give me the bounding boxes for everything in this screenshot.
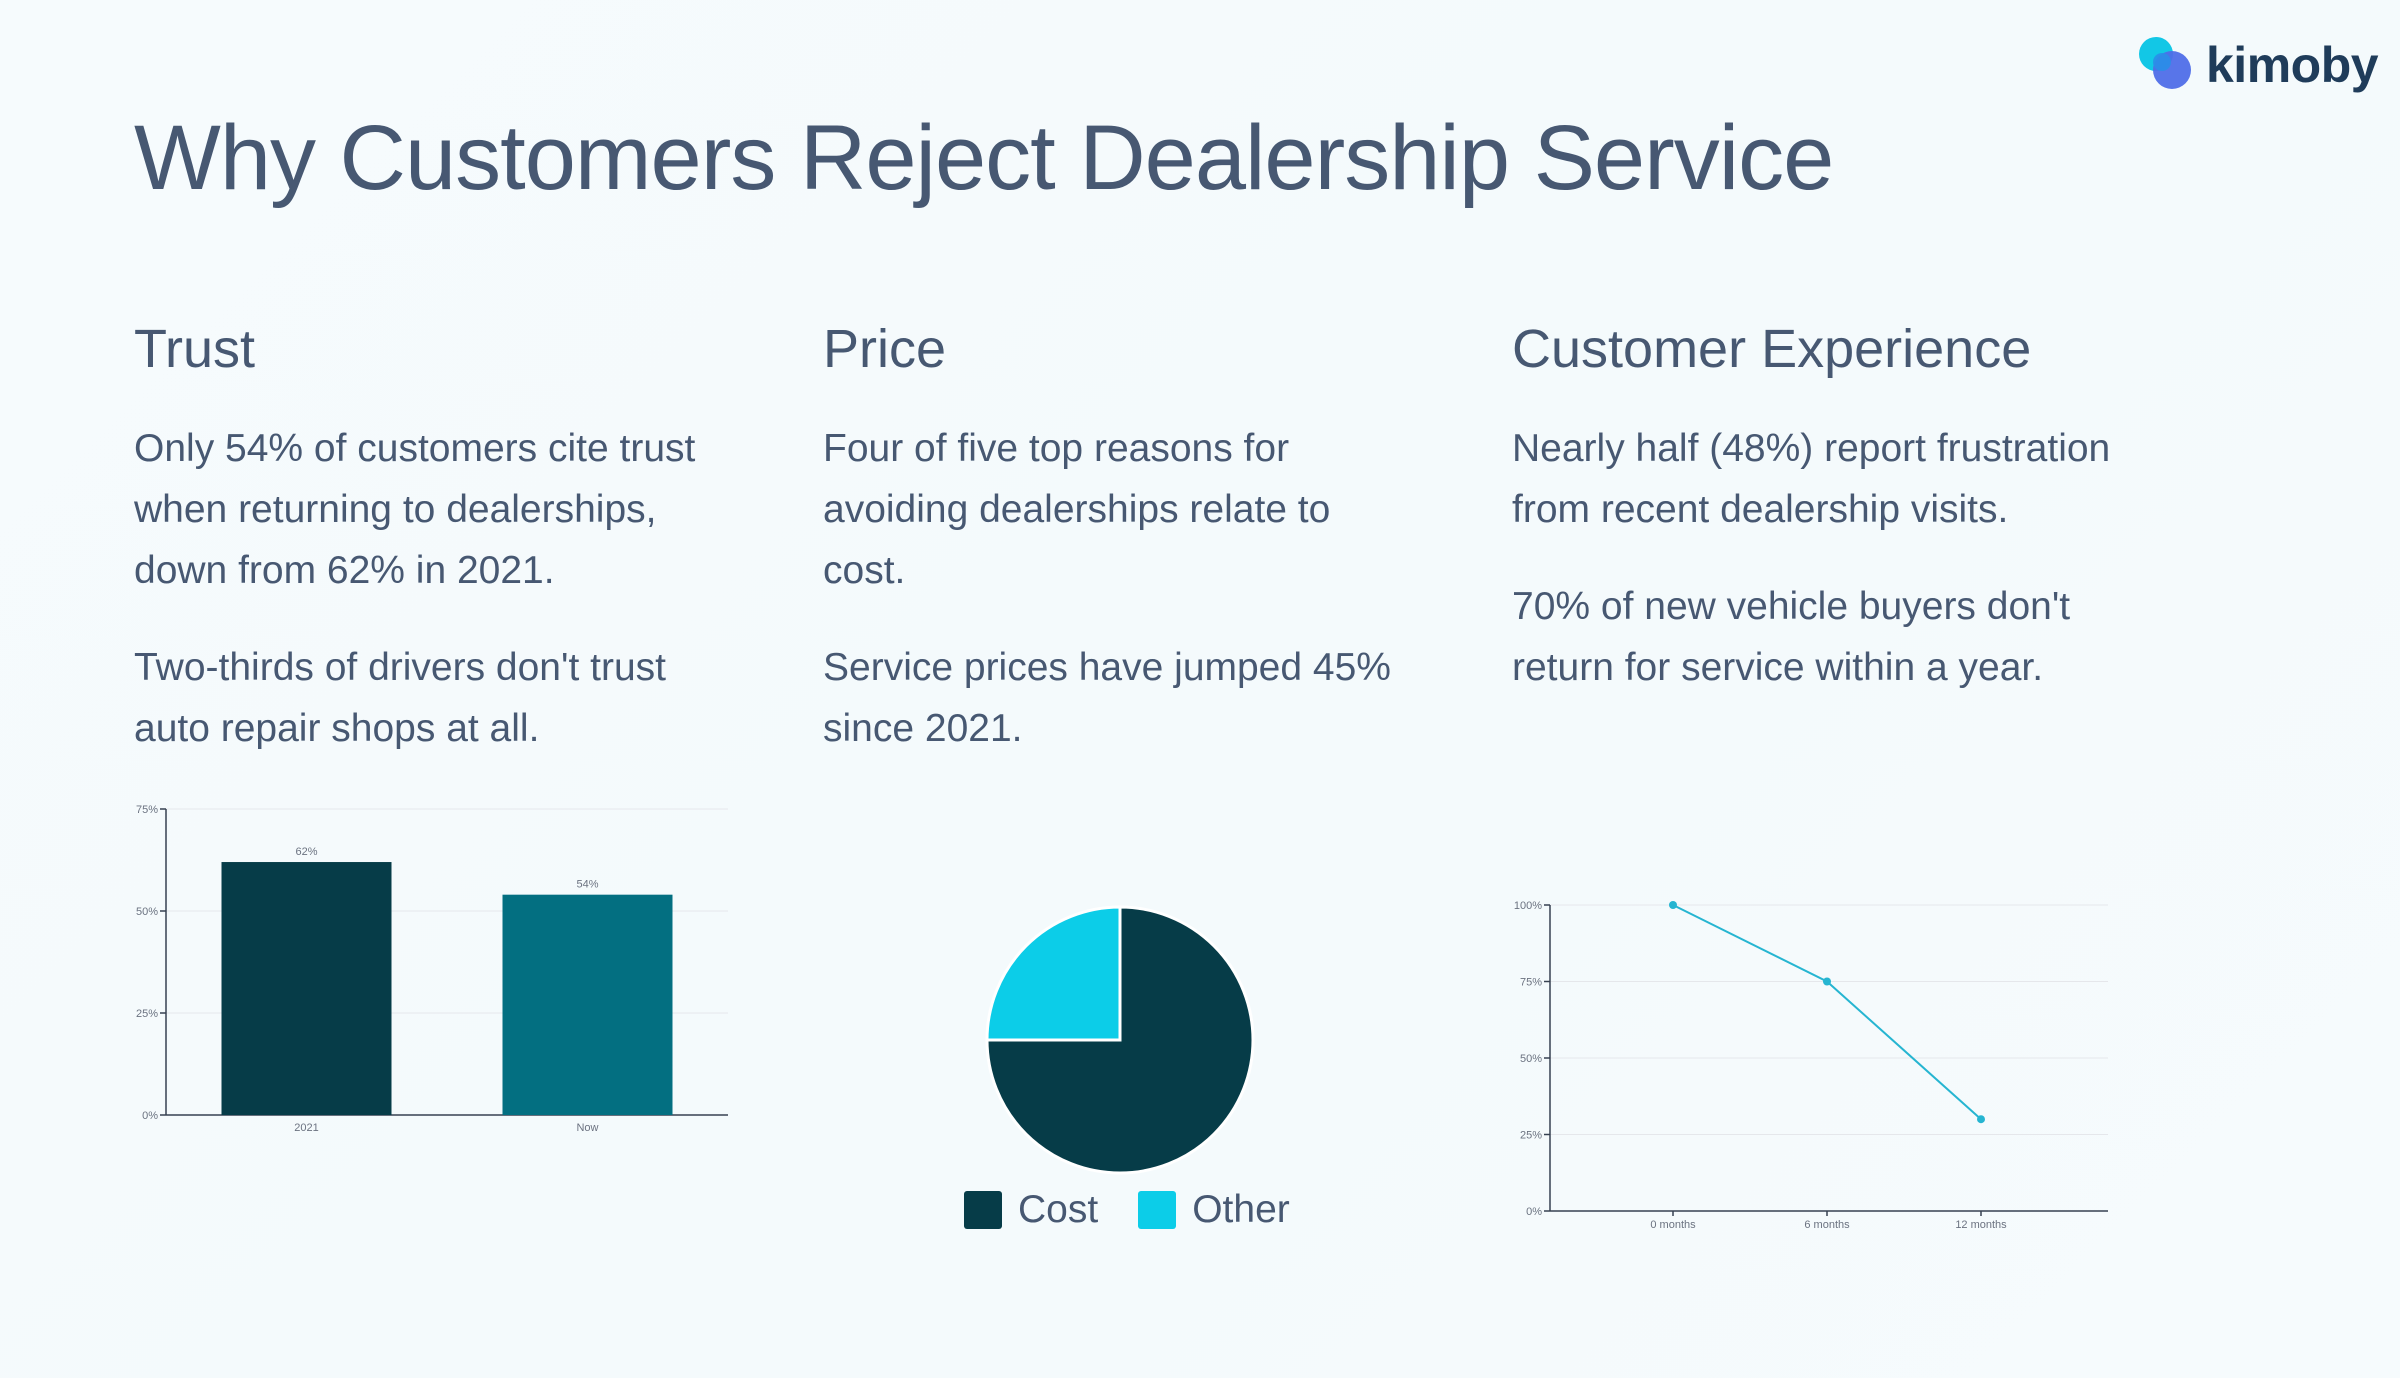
price-pie-chart — [980, 900, 1260, 1185]
line-point — [1669, 901, 1677, 909]
experience-line-chart: 0% 25% 50% 75% 100% 0 months 6 months 12 months — [1490, 885, 2130, 1240]
price-column: Price Four of five top reasons for avoid… — [823, 318, 1423, 795]
trust-bar-chart-svg: 0% 25% 50% 75% 62% 2021 54% Now — [136, 804, 728, 1134]
line-y-tick-label: 50% — [1520, 1053, 1542, 1065]
kimoby-logo-icon — [2139, 37, 2191, 89]
customer-experience-heading: Customer Experience — [1512, 319, 2032, 379]
bar-y-tick-label: 0% — [142, 1110, 158, 1122]
line-x-tick-label: 0 months — [1650, 1219, 1696, 1231]
price-heading: Price — [823, 319, 947, 379]
line-series — [1672, 904, 1982, 1120]
trust-paragraph-2: Two-thirds of drivers don't trust auto r… — [134, 646, 666, 750]
trust-column: Trust Only 54% of customers cite trust w… — [134, 318, 734, 795]
bar-now — [502, 894, 673, 1115]
legend-item-other: Other — [1138, 1188, 1290, 1232]
legend-label-cost: Cost — [1018, 1188, 1099, 1231]
line-y-tick-label: 75% — [1520, 977, 1542, 989]
bar-x-tick-label: 2021 — [294, 1122, 318, 1134]
customer-experience-paragraph-1: Nearly half (48%) report frustration fro… — [1512, 427, 2111, 531]
bar-y-tick-label: 75% — [136, 804, 158, 816]
bar-y-tick-label: 25% — [136, 1008, 158, 1020]
bar-value-label: 54% — [576, 879, 598, 891]
customer-experience-column: Customer Experience Nearly half (48%) re… — [1512, 318, 2112, 734]
customer-experience-paragraph-2: 70% of new vehicle buyers don't return f… — [1512, 585, 2071, 689]
page-title: Why Customers Reject Dealership Service — [134, 107, 1834, 209]
bar-2021 — [221, 862, 392, 1115]
line-x-tick-label: 6 months — [1804, 1219, 1850, 1231]
line-point — [1977, 1115, 1985, 1124]
line-x-tick-label: 12 months — [1955, 1219, 2007, 1231]
bar-value-label: 62% — [295, 846, 317, 858]
price-pie-chart-svg — [985, 905, 1255, 1175]
kimoby-logo-text: kimoby — [2206, 37, 2379, 93]
experience-line-chart-svg: 0% 25% 50% 75% 100% 0 months 6 months 12 months — [1514, 900, 2108, 1231]
line-point — [1823, 977, 1831, 986]
price-paragraph-1: Four of five top reasons for avoiding de… — [823, 427, 1331, 592]
legend-item-cost: Cost — [964, 1188, 1098, 1232]
trust-paragraph-1: Only 54% of customers cite trust when re… — [134, 427, 696, 592]
pie-legend: Cost Other — [964, 1188, 1330, 1232]
bar-y-tick-label: 50% — [136, 906, 158, 918]
kimoby-logo: kimoby — [2136, 34, 2379, 94]
legend-swatch-other — [1138, 1191, 1177, 1229]
trust-heading: Trust — [134, 319, 255, 379]
legend-swatch-cost — [964, 1191, 1002, 1229]
pie-slice-other — [985, 905, 1122, 1042]
line-y-tick-label: 25% — [1520, 1130, 1542, 1142]
legend-label-other: Other — [1192, 1188, 1290, 1231]
bar-x-tick-label: Now — [576, 1122, 598, 1134]
price-paragraph-2: Service prices have jumped 45% since 202… — [823, 646, 1391, 750]
line-y-tick-label: 100% — [1514, 900, 1542, 912]
line-y-tick-label: 0% — [1526, 1206, 1542, 1218]
trust-bar-chart: 0% 25% 50% 75% 62% 2021 54% Now — [120, 795, 740, 1150]
